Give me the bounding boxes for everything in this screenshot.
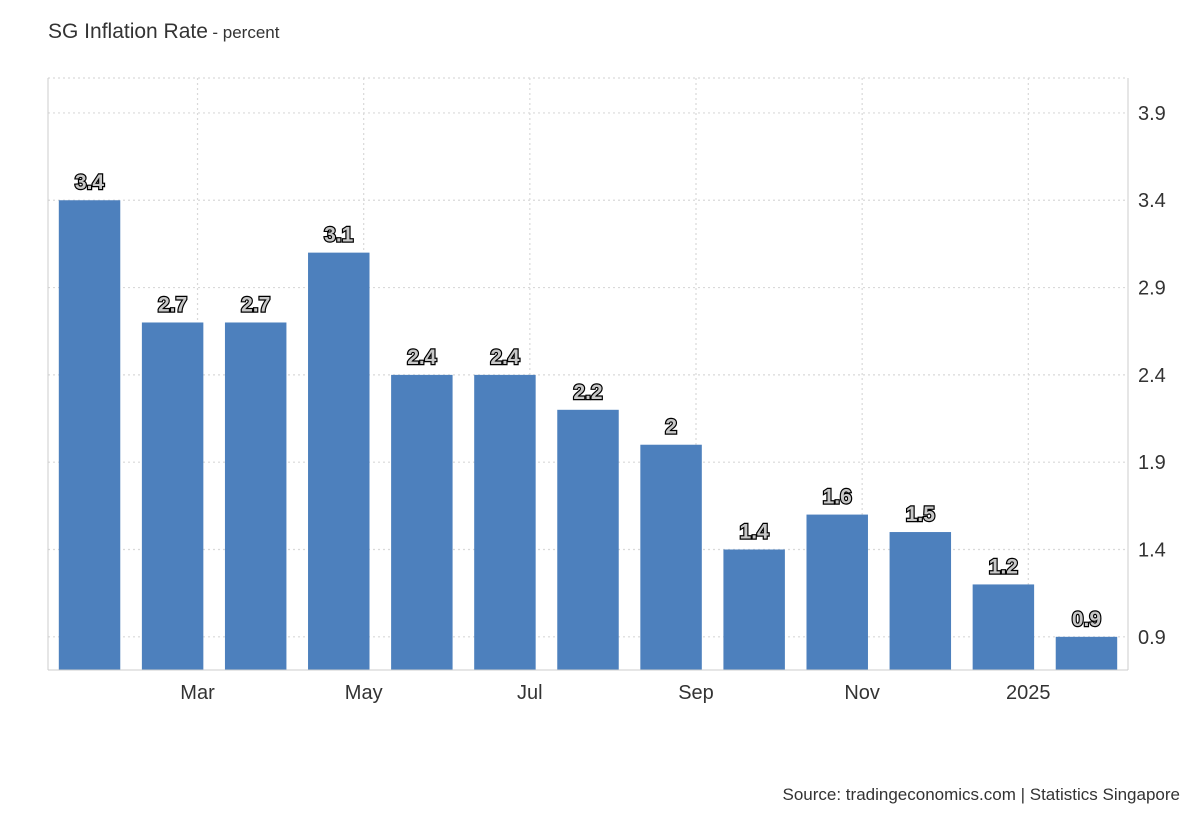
- bar: [806, 514, 868, 670]
- bar: [972, 584, 1035, 670]
- bar: [308, 252, 370, 670]
- bar: [889, 532, 952, 670]
- bar: [640, 444, 702, 670]
- y-tick-label: 2.9: [1138, 278, 1166, 300]
- x-tick-label: Jul: [517, 682, 543, 704]
- bar-value-label: 2.4: [407, 346, 437, 369]
- bar-value-label: 2.7: [158, 293, 187, 316]
- y-tick-label: 1.9: [1138, 452, 1166, 474]
- bar-value-label: 1.2: [989, 555, 1018, 578]
- bar: [723, 549, 785, 670]
- x-tick-label: Mar: [180, 682, 215, 704]
- chart-title: SG Inflation Rate: [48, 20, 208, 43]
- bar-value-label: 0.9: [1072, 608, 1101, 631]
- bar: [58, 200, 121, 670]
- bar: [1055, 636, 1118, 670]
- x-tick-label: 2025: [1006, 682, 1051, 704]
- y-tick-label: 3.4: [1138, 190, 1166, 212]
- bar-value-label: 3.1: [324, 224, 354, 247]
- y-tick-label: 1.4: [1138, 540, 1166, 562]
- bar-value-label: 2: [665, 416, 677, 439]
- bar: [141, 322, 204, 670]
- bar: [557, 409, 619, 670]
- y-tick-label: 3.9: [1138, 103, 1166, 125]
- bar-value-label: 1.4: [740, 521, 770, 544]
- bar-value-label: 2.2: [573, 381, 602, 404]
- bar-value-label: 1.5: [906, 503, 936, 526]
- bar-value-label: 2.7: [241, 293, 270, 316]
- bar-value-label: 3.4: [75, 171, 105, 194]
- bar-value-label: 2.4: [490, 346, 520, 369]
- y-tick-label: 0.9: [1138, 627, 1166, 649]
- bar: [224, 322, 287, 670]
- x-tick-label: May: [345, 682, 383, 704]
- axes: 0.9 1.4 1.9 2.4 2.9 3.4 3.9 Mar May Jul Sep Nov 2025: [47, 78, 1166, 704]
- bar: [474, 374, 536, 670]
- x-tick-label: Nov: [844, 682, 880, 704]
- bar: [391, 374, 453, 670]
- chart-subtitle: - percent: [212, 23, 280, 42]
- bars: [58, 200, 1118, 670]
- source-note: Source: tradingeconomics.com | Statistic…: [782, 785, 1181, 804]
- data-labels: 3.4 2.7 2.7 3.1 2.4 2.4 2.2 2 1.4 1.6 1.5 1.2 0.9: [74, 170, 1103, 632]
- x-tick-label: Sep: [678, 682, 714, 704]
- y-tick-label: 2.4: [1138, 365, 1166, 387]
- chart-title-block: SG Inflation Rate - percent: [48, 20, 279, 44]
- bar-value-label: 1.6: [823, 486, 852, 509]
